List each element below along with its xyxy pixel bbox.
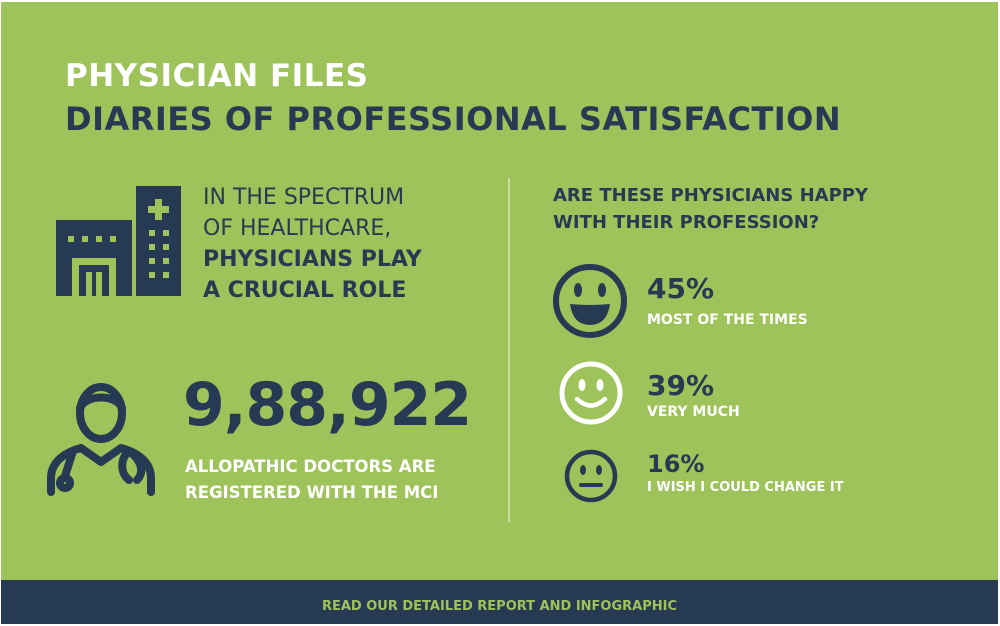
response-percent-2: 39% xyxy=(647,369,715,402)
response-percent-3: 16% xyxy=(647,450,705,478)
response-label-2: VERY MUCH xyxy=(647,404,740,420)
response-label-3: I WISH I COULD CHANGE IT xyxy=(647,480,844,495)
doctor-desc-line-2: REGISTERED WITH THE MCI xyxy=(185,483,439,502)
doctor-count-description: ALLOPATHIC DOCTORS ARE REGISTERED WITH T… xyxy=(185,454,438,506)
spectrum-line-3: PHYSICIANS PLAY xyxy=(203,247,422,272)
report-link[interactable]: READ OUR DETAILED REPORT AND INFOGRAPHIC xyxy=(321,599,678,614)
laughing-face-icon xyxy=(553,264,627,338)
neutral-face-icon xyxy=(564,449,618,503)
spectrum-line-2: OF HEALTHCARE, xyxy=(203,216,392,241)
hospital-icon xyxy=(56,186,181,296)
doctor-count: 9,88,922 xyxy=(183,370,472,440)
footer-bar[interactable]: READ OUR DETAILED REPORT AND INFOGRAPHIC xyxy=(1,580,998,624)
smiling-face-icon xyxy=(559,361,623,425)
title-line-2: DIARIES OF PROFESSIONAL SATISFACTION xyxy=(65,100,842,138)
doctor-desc-line-1: ALLOPATHIC DOCTORS ARE xyxy=(185,457,436,476)
survey-question: ARE THESE PHYSICIANS HAPPY WITH THEIR PR… xyxy=(553,182,868,236)
spectrum-line-4: A CRUCIAL ROLE xyxy=(203,278,407,303)
spectrum-line-1: IN THE SPECTRUM xyxy=(203,185,405,210)
column-divider xyxy=(508,178,510,522)
title-line-1: PHYSICIAN FILES xyxy=(65,58,369,94)
question-line-1: ARE THESE PHYSICIANS HAPPY xyxy=(553,185,869,206)
response-percent-1: 45% xyxy=(647,272,715,305)
response-label-1: MOST OF THE TIMES xyxy=(647,312,808,328)
question-line-2: WITH THEIR PROFESSION? xyxy=(553,212,820,233)
doctor-icon xyxy=(47,383,155,496)
spectrum-statement: IN THE SPECTRUM OF HEALTHCARE, PHYSICIAN… xyxy=(203,182,422,306)
